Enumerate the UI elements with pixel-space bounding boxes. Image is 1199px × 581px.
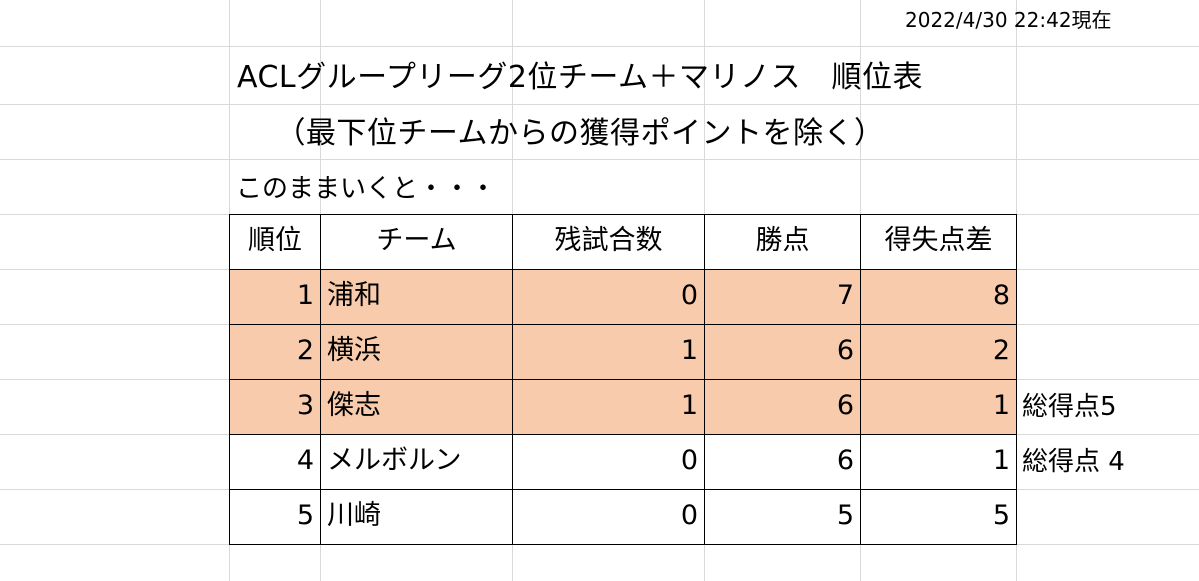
cell-goal-difference[interactable]: 1 xyxy=(860,434,1017,490)
cell-team[interactable]: 横浜 xyxy=(320,324,513,380)
cell-rank[interactable]: 3 xyxy=(229,379,321,435)
cell-rank[interactable]: 5 xyxy=(229,489,321,545)
cell-goal-difference[interactable]: 2 xyxy=(860,324,1017,380)
gridline-horizontal xyxy=(0,159,1199,160)
total-goals-note[interactable]: 総得点 4 xyxy=(1022,447,1125,477)
projection-note: このままいくと・・・ xyxy=(236,174,497,204)
header-points[interactable]: 勝点 xyxy=(704,214,861,270)
header-goal-difference[interactable]: 得失点差 xyxy=(860,214,1017,270)
cell-points[interactable]: 6 xyxy=(704,379,861,435)
cell-team[interactable]: 傑志 xyxy=(320,379,513,435)
cell-team[interactable]: メルボルン xyxy=(320,434,513,490)
cell-remaining[interactable]: 0 xyxy=(512,269,705,325)
cell-rank[interactable]: 1 xyxy=(229,269,321,325)
cell-points[interactable]: 7 xyxy=(704,269,861,325)
timestamp: 2022/4/30 22:42現在 xyxy=(905,8,1112,32)
cell-points[interactable]: 5 xyxy=(704,489,861,545)
cell-remaining[interactable]: 1 xyxy=(512,379,705,435)
header-team[interactable]: チーム xyxy=(320,214,513,270)
page-subtitle: （最下位チームからの獲得ポイントを除く） xyxy=(275,116,885,151)
page-title: ACLグループリーグ2位チーム＋マリノス 順位表 xyxy=(236,60,924,95)
cell-goal-difference[interactable]: 5 xyxy=(860,489,1017,545)
cell-team[interactable]: 川崎 xyxy=(320,489,513,545)
cell-team[interactable]: 浦和 xyxy=(320,269,513,325)
cell-rank[interactable]: 2 xyxy=(229,324,321,380)
cell-remaining[interactable]: 0 xyxy=(512,489,705,545)
header-remaining-matches[interactable]: 残試合数 xyxy=(512,214,705,270)
cell-goal-difference[interactable]: 1 xyxy=(860,379,1017,435)
cell-points[interactable]: 6 xyxy=(704,324,861,380)
cell-rank[interactable]: 4 xyxy=(229,434,321,490)
header-rank[interactable]: 順位 xyxy=(229,214,321,270)
cell-remaining[interactable]: 0 xyxy=(512,434,705,490)
cell-points[interactable]: 6 xyxy=(704,434,861,490)
gridline-horizontal xyxy=(0,104,1199,105)
total-goals-note[interactable]: 総得点5 xyxy=(1022,392,1117,422)
cell-remaining[interactable]: 1 xyxy=(512,324,705,380)
gridline-horizontal xyxy=(0,46,1199,47)
cell-goal-difference[interactable]: 8 xyxy=(860,269,1017,325)
